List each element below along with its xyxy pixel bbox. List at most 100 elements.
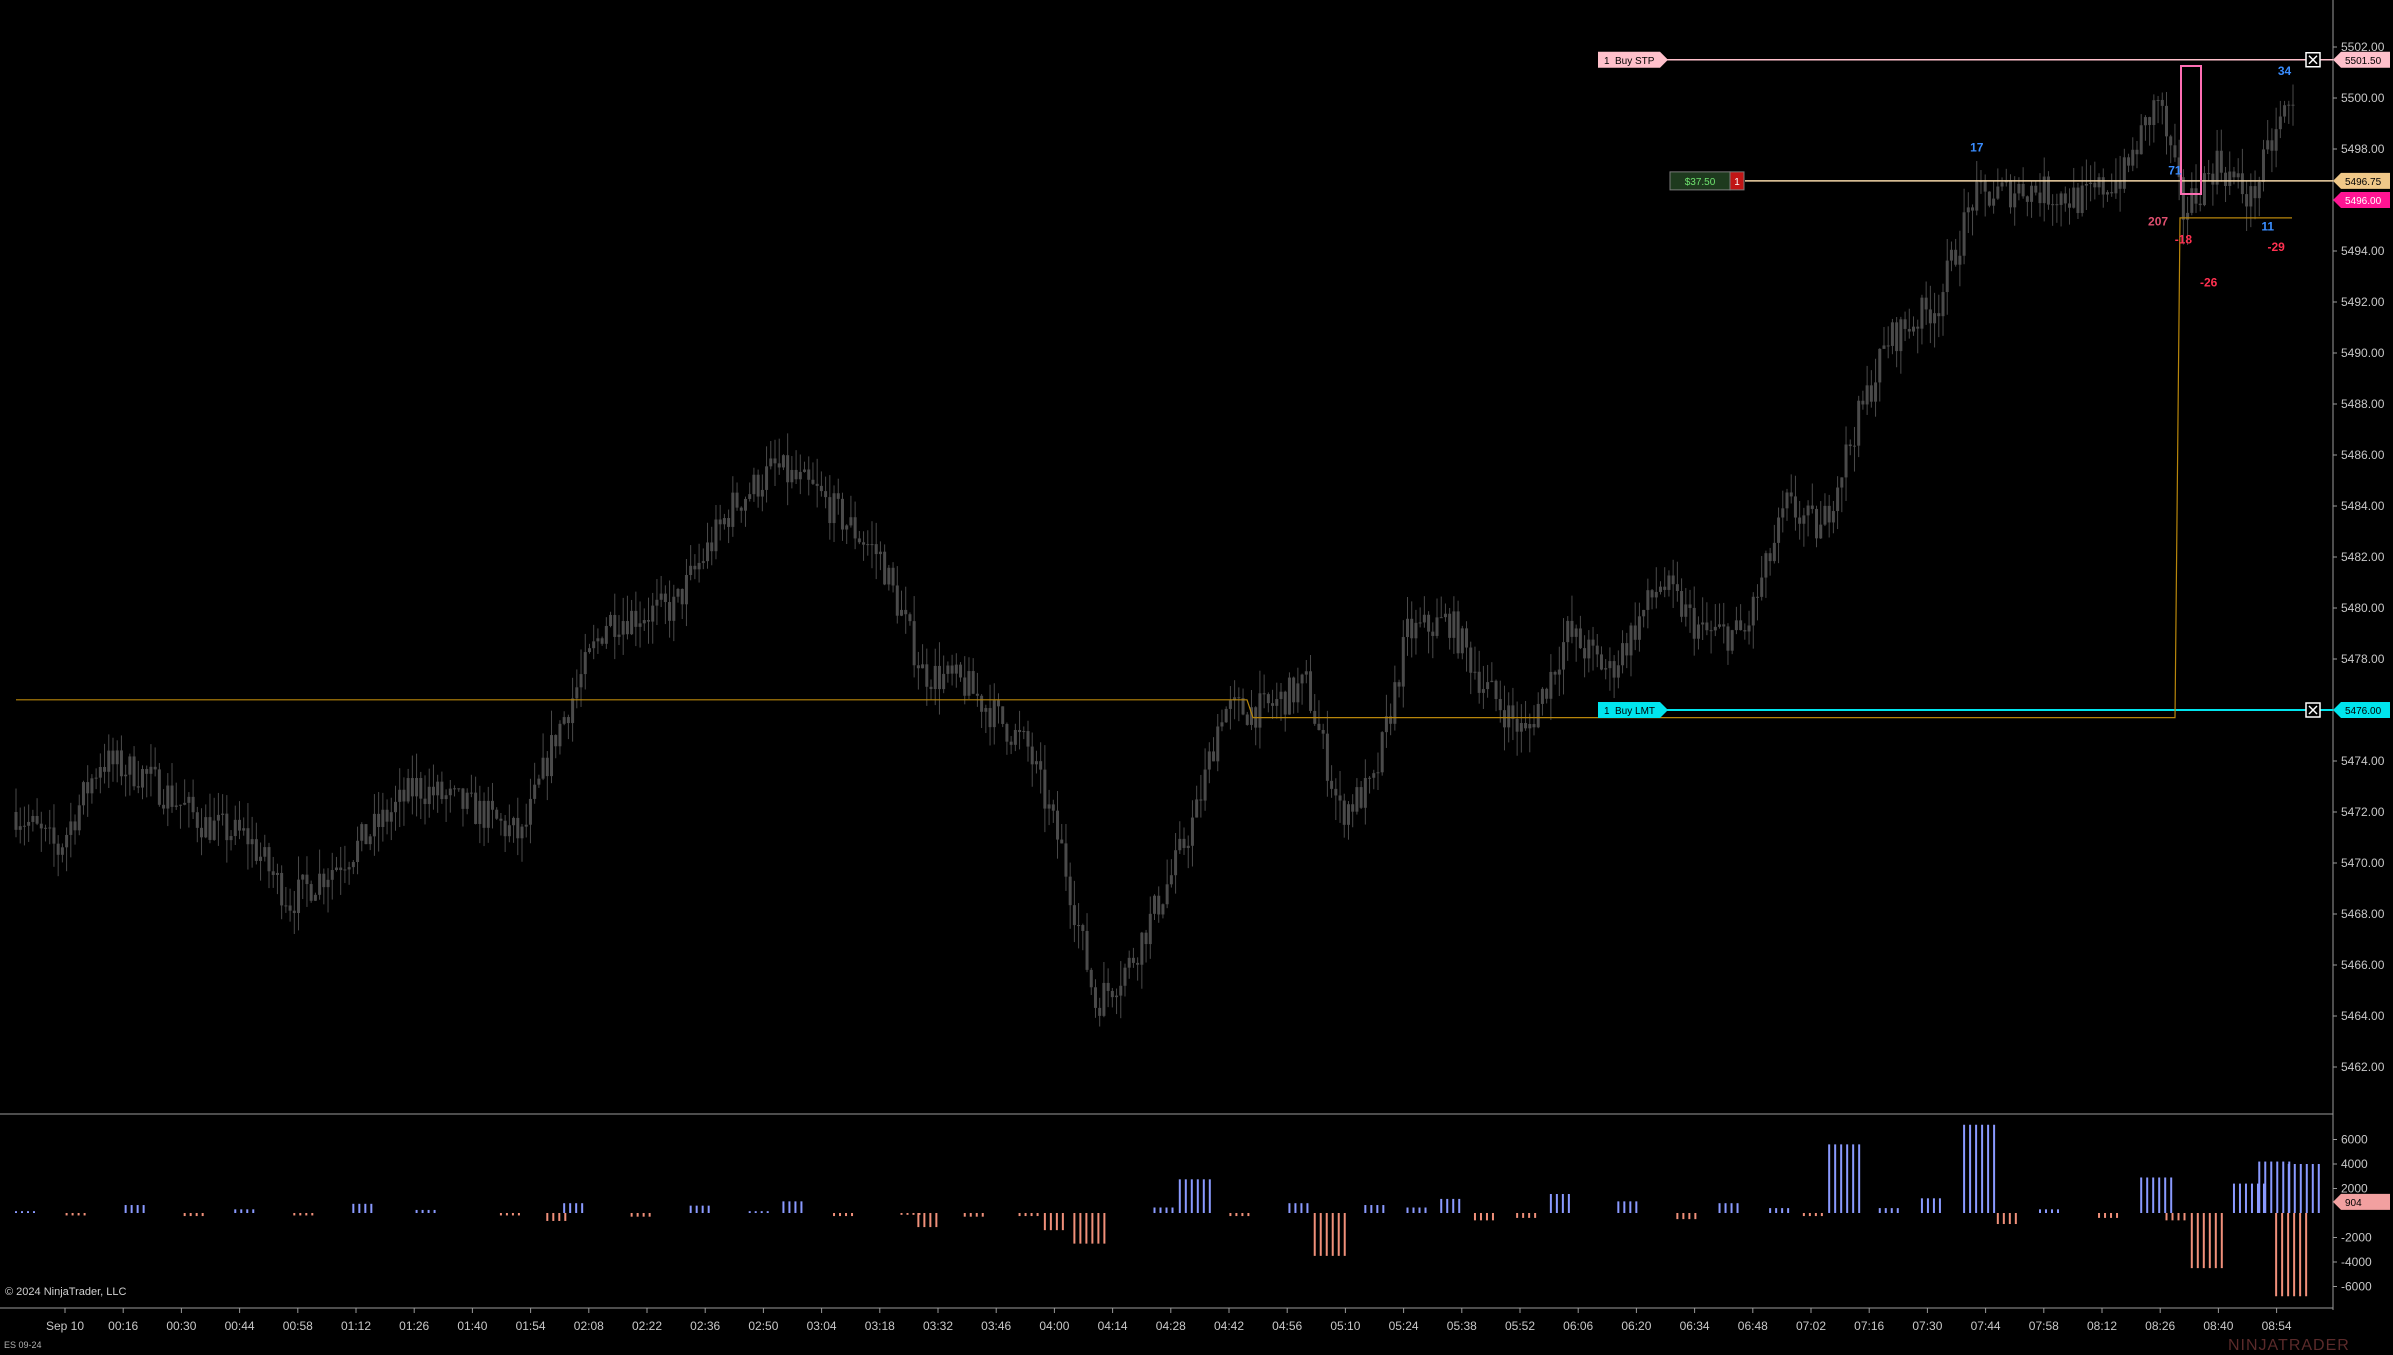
time-tick-label: 00:16 <box>108 1319 138 1333</box>
candle-body <box>558 723 562 747</box>
candle-body <box>1992 198 1996 206</box>
candle-body <box>1123 967 1127 986</box>
price-tick-label: 5490.00 <box>2341 346 2385 360</box>
delta-volume-panel[interactable] <box>15 1124 2320 1297</box>
candle-body <box>1583 648 1587 659</box>
candle-body <box>44 827 48 829</box>
candle-body <box>377 813 381 828</box>
time-tick-label: 01:40 <box>457 1319 487 1333</box>
candle-body <box>959 664 963 678</box>
price-tick-label: 5478.00 <box>2341 652 2385 666</box>
time-tick-label: 07:02 <box>1796 1319 1826 1333</box>
last-price-tag[interactable]: 5496.00 <box>2333 192 2390 208</box>
candle-body <box>271 871 275 875</box>
price-panel[interactable] <box>0 0 2334 1310</box>
candle-body <box>1287 677 1291 715</box>
candle-body <box>259 856 263 861</box>
candle-body <box>469 792 473 794</box>
candle-body <box>1625 643 1629 656</box>
candle-body <box>1869 385 1873 402</box>
candle-body <box>1030 746 1034 765</box>
candle-body <box>1878 348 1882 383</box>
instrument-label: ES 09-24 <box>4 1340 42 1350</box>
candle-body <box>1983 181 1987 192</box>
candle-body <box>419 778 423 799</box>
price-tick-label: 5470.00 <box>2341 856 2385 870</box>
price-tick-label: 5482.00 <box>2341 550 2385 564</box>
candle-body <box>1279 691 1283 700</box>
candle-body <box>832 493 836 524</box>
candle-body <box>1726 626 1730 651</box>
candle-body <box>1886 345 1890 347</box>
candle-body <box>1604 668 1608 670</box>
candle-body <box>166 785 170 809</box>
candle-body <box>48 827 52 829</box>
close-stop-order-icon[interactable] <box>2305 52 2321 68</box>
candle-body <box>1941 292 1945 317</box>
candle-body <box>2131 149 2135 166</box>
candle-body <box>1342 800 1346 825</box>
candle-body <box>1102 982 1106 1016</box>
candle-body <box>2122 157 2126 189</box>
candle-body <box>115 750 119 765</box>
stop-price-tag[interactable]: 5501.50 <box>2333 51 2390 68</box>
candle-body <box>136 786 140 788</box>
candle-body <box>111 750 115 765</box>
candle-body <box>394 801 397 813</box>
position-pnl-box[interactable]: $37.50 1 <box>1669 171 1745 191</box>
candle-body <box>853 517 857 539</box>
candle-body <box>1283 691 1287 715</box>
candle-body <box>1692 607 1696 639</box>
candle-body <box>2270 140 2274 151</box>
candle-body <box>1258 693 1262 728</box>
candle-body <box>883 551 887 585</box>
candle-body <box>1920 297 1924 329</box>
candle-body <box>1022 731 1026 733</box>
delta-value-tag[interactable]: 904 <box>2333 1193 2390 1210</box>
delta-tick-label: -2000 <box>2341 1231 2372 1245</box>
candle-body <box>507 825 511 837</box>
candle-body <box>1701 622 1705 625</box>
candle-body <box>461 788 465 809</box>
candle-body <box>275 872 279 875</box>
candle-body <box>1536 703 1540 728</box>
candle-body <box>613 614 617 637</box>
candle-body <box>444 795 448 800</box>
candle-body <box>1136 962 1140 965</box>
buy-limit-order-label[interactable]: 1 Buy LMT <box>1598 702 1668 718</box>
candle-body <box>233 819 237 837</box>
buy-stop-order-label[interactable]: 1 Buy STP <box>1598 51 1668 68</box>
candle-body <box>1401 637 1405 687</box>
limit-price-tag[interactable]: 5476.00 <box>2333 702 2390 718</box>
position-price-tag[interactable]: 5496.75 <box>2333 172 2390 189</box>
order-tags[interactable]: 5501.50 5496.75 5496.00 5476.00 904 1 Buy STP 1… <box>1598 51 2390 1210</box>
candle-body <box>1068 876 1072 906</box>
candle-body <box>634 610 638 627</box>
candle-body <box>385 809 389 822</box>
candle-body <box>528 798 532 825</box>
candle-body <box>748 494 752 499</box>
candle-body <box>406 778 410 802</box>
candle-body <box>1933 313 1937 324</box>
candle-body <box>638 623 642 627</box>
candle-body <box>2207 173 2211 175</box>
delta-tick-label: 2000 <box>2341 1182 2368 1196</box>
candle-body <box>1971 207 1975 211</box>
candle-body <box>2160 99 2164 106</box>
candle-body <box>798 471 802 480</box>
candle-body <box>1460 628 1464 654</box>
candle-body <box>183 802 187 805</box>
candle-body <box>330 870 334 880</box>
candle-body <box>2249 186 2253 207</box>
time-tick-label: 08:12 <box>2087 1319 2117 1333</box>
candle-body <box>1115 995 1119 998</box>
close-limit-order-icon[interactable] <box>2305 702 2321 718</box>
candle-body <box>2283 105 2287 117</box>
axes[interactable]: 5462.00 5464.00 5466.00 5468.00 5470.00 5472.… <box>46 40 2385 1333</box>
candle-body <box>2287 104 2291 106</box>
candle-body <box>178 804 182 806</box>
candle-body <box>1005 723 1009 742</box>
candle-body <box>145 769 149 774</box>
candle-body <box>1034 761 1038 765</box>
